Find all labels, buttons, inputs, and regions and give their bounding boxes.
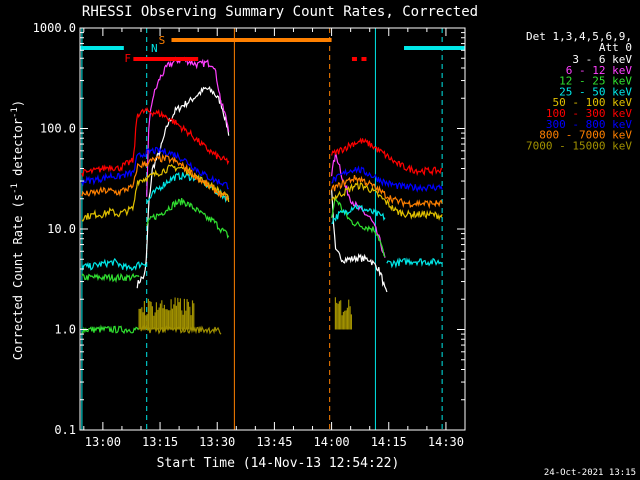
flare-mark-0 bbox=[351, 57, 357, 61]
series-line-0-0 bbox=[136, 85, 230, 289]
series-line-3-2 bbox=[331, 203, 386, 225]
series-line-6-0 bbox=[81, 148, 148, 187]
y-tick-label-3: 100.0 bbox=[40, 122, 76, 136]
series-line-2-3 bbox=[331, 197, 386, 258]
flag-label-1: F bbox=[124, 52, 131, 65]
plot-area: N F S bbox=[80, 28, 465, 430]
y-axis-label-sup1: -1 bbox=[10, 183, 20, 194]
flare-mark-1 bbox=[361, 57, 367, 61]
legend-entry-1: 6 - 12 keV bbox=[566, 64, 633, 77]
x-tick-label-1: 13:15 bbox=[142, 435, 178, 449]
legend-entry-0: 3 - 6 keV bbox=[572, 53, 632, 66]
x-axis-label: Start Time (14-Nov-13 12:54:22) bbox=[157, 456, 400, 471]
legend-header-attenuator: Att 0 bbox=[599, 41, 632, 54]
night-bar-0 bbox=[80, 46, 124, 50]
legend-entry-8: 7000 - 15000 keV bbox=[526, 139, 632, 152]
high-energy-spikes-1 bbox=[334, 297, 352, 330]
y-axis-label-sup2: -1 bbox=[10, 107, 20, 118]
series-line-4-1 bbox=[146, 163, 230, 203]
legend-entry-4: 50 - 100 keV bbox=[553, 96, 633, 109]
axes: 0.1 1.0 10.0 100.0 1000.0 13:00 13:15 13:30 13:4… bbox=[33, 21, 466, 449]
night-bar-1 bbox=[404, 46, 465, 50]
series-line-4-2 bbox=[331, 180, 443, 221]
legend-entry-7: 800 - 7000 keV bbox=[539, 129, 632, 142]
series-line-3-3 bbox=[386, 257, 443, 269]
series-line-2-2 bbox=[146, 197, 230, 239]
y-tick-label-0: 0.1 bbox=[54, 423, 76, 437]
legend-entry-2: 12 - 25 keV bbox=[559, 75, 632, 88]
series-line-5-1 bbox=[146, 107, 230, 166]
series-line-2-1 bbox=[81, 324, 140, 335]
x-tick-label-5: 14:15 bbox=[371, 435, 407, 449]
generation-date: 24-Oct-2021 13:15 bbox=[544, 468, 636, 478]
series-line-3-0 bbox=[81, 257, 148, 272]
series-line-5-2 bbox=[331, 137, 443, 177]
y-axis-label-end: ) bbox=[11, 100, 25, 107]
legend-entry-3: 25 - 50 keV bbox=[559, 85, 632, 98]
series-line-6-1 bbox=[146, 146, 229, 190]
series-line-7-2 bbox=[331, 174, 443, 210]
x-tick-label-3: 13:45 bbox=[256, 435, 292, 449]
y-tick-label-4: 1000.0 bbox=[33, 21, 76, 35]
high-energy-spikes-0 bbox=[138, 297, 195, 330]
chart-title: RHESSI Observing Summary Count Rates, Co… bbox=[82, 4, 478, 20]
series-line-6-2 bbox=[331, 165, 443, 193]
y-tick-label-1: 1.0 bbox=[54, 323, 76, 337]
flare-bar bbox=[133, 57, 199, 61]
flag-label-0: N bbox=[151, 42, 158, 55]
saa-bar bbox=[171, 38, 332, 42]
y-tick-label-2: 10.0 bbox=[47, 222, 76, 236]
series-line-5-0 bbox=[81, 107, 148, 177]
series-line-4-0 bbox=[81, 176, 148, 222]
series-line-0-1 bbox=[331, 189, 388, 293]
flag-label-2: S bbox=[159, 34, 166, 47]
y-axis-label-main: Corrected Count Rate (s bbox=[11, 194, 25, 360]
legend-entry-6: 300 - 800 keV bbox=[546, 118, 632, 131]
y-axis-label-mid: detector bbox=[11, 118, 25, 183]
x-tick-label-0: 13:00 bbox=[85, 435, 121, 449]
y-axis-label: Corrected Count Rate (s-1 detector-1) bbox=[10, 100, 25, 360]
series-line-2-0 bbox=[81, 272, 140, 284]
x-tick-label-4: 14:00 bbox=[314, 435, 350, 449]
series-line-7-1 bbox=[146, 153, 230, 201]
series-line-1-0 bbox=[146, 56, 230, 197]
legend-header-detectors: Det 1,3,4,5,6,9, bbox=[526, 30, 632, 43]
legend-entry-5: 100 - 300 keV bbox=[546, 107, 632, 120]
series-line-7-0 bbox=[81, 160, 148, 197]
x-tick-label-6: 14:30 bbox=[428, 435, 464, 449]
x-tick-label-2: 13:30 bbox=[199, 435, 235, 449]
